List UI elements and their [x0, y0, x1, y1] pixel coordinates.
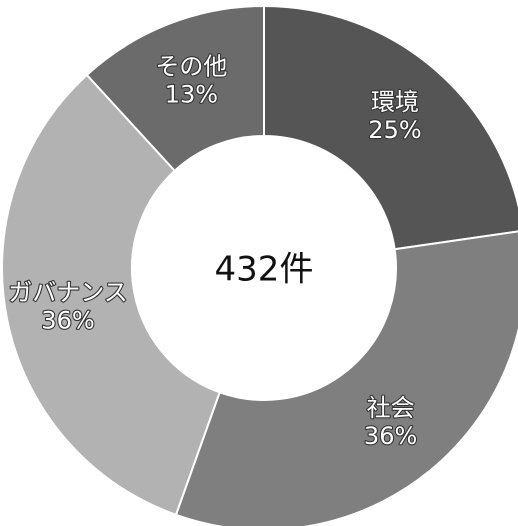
slice-percent-2: 36%	[41, 307, 94, 335]
slice-percent-3: 13%	[165, 81, 218, 109]
slice-3	[85, 4, 265, 173]
slice-percent-1: 36%	[364, 422, 417, 450]
slice-name-1: 社会	[367, 394, 415, 422]
slice-percent-0: 25%	[368, 116, 421, 144]
slice-2	[1, 73, 221, 517]
slices-layer	[1, 4, 518, 526]
slice-0	[263, 4, 518, 251]
slice-name-0: 環境	[371, 88, 419, 116]
slice-name-2: ガバナンス	[8, 279, 128, 307]
slice-1	[174, 230, 518, 526]
slice-name-3: その他	[155, 53, 227, 81]
center-total-label: 432件	[215, 250, 314, 290]
